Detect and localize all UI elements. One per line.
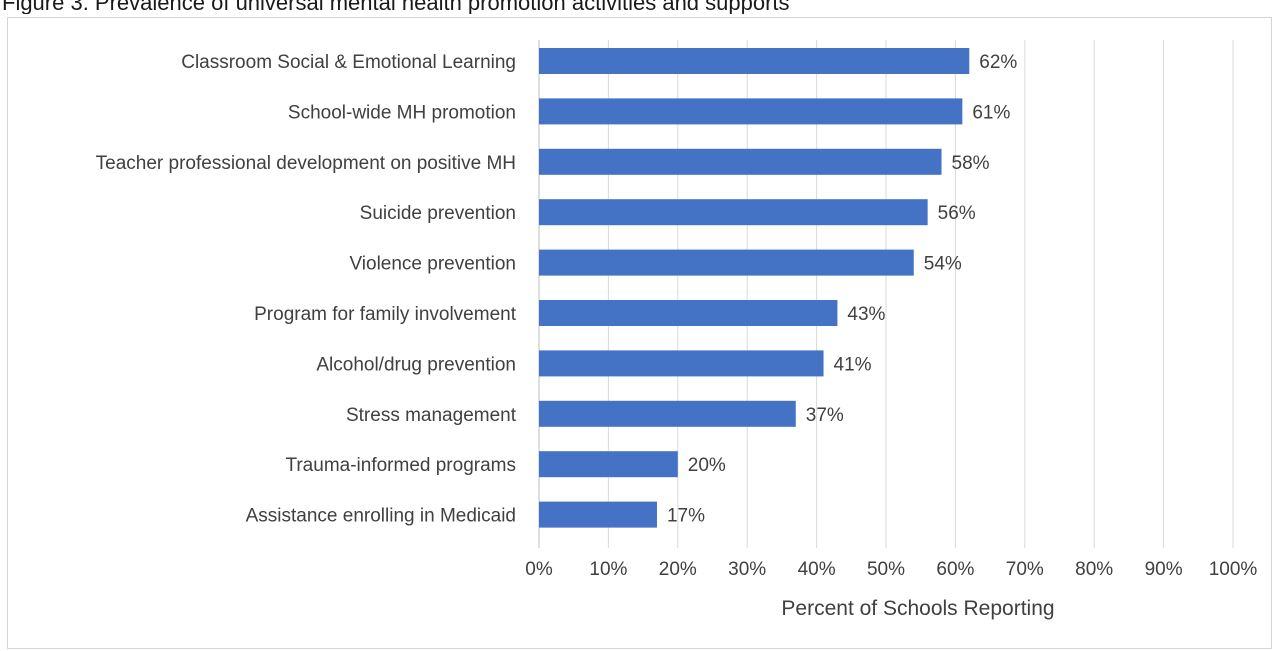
bar — [539, 501, 657, 528]
data-label: 17% — [667, 506, 705, 527]
category-label: Violence prevention — [349, 254, 516, 275]
bar — [539, 350, 824, 377]
x-tick-label: 0% — [525, 559, 553, 580]
bar — [539, 451, 678, 478]
data-label: 61% — [972, 102, 1010, 123]
x-tick-label: 80% — [1075, 559, 1113, 580]
bar — [539, 400, 796, 427]
category-label: Program for family involvement — [254, 304, 517, 325]
data-label: 58% — [952, 153, 990, 174]
bar-chart: Classroom Social & Emotional Learning Sch… — [96, 40, 1257, 620]
bar — [539, 249, 914, 276]
data-label: 54% — [924, 254, 962, 275]
bar — [539, 148, 942, 175]
bar — [539, 199, 928, 226]
x-tick-label: 70% — [1006, 559, 1044, 580]
category-label: Stress management — [346, 405, 517, 426]
category-label: Alcohol/drug prevention — [316, 354, 516, 375]
data-label: 62% — [979, 52, 1017, 73]
category-label: Teacher professional development on posi… — [96, 153, 516, 174]
figure-caption-text: Figure 3. Prevalence of universal mental… — [2, 0, 790, 14]
bars — [539, 48, 970, 528]
data-label: 43% — [847, 304, 885, 325]
category-label: Suicide prevention — [360, 203, 516, 224]
x-tick-label: 90% — [1145, 559, 1183, 580]
gridlines — [538, 40, 1234, 548]
data-labels: 62% 61% 58% 56% 54% 43% 41% 37% 20% 17% — [667, 52, 1017, 527]
x-tick-label: 100% — [1209, 559, 1258, 580]
bar — [539, 98, 963, 125]
x-tick-label: 60% — [936, 559, 974, 580]
data-label: 20% — [688, 455, 726, 476]
x-tick-label: 10% — [589, 559, 627, 580]
bar — [539, 300, 838, 326]
category-label: Trauma-informed programs — [285, 455, 516, 476]
x-axis-title: Percent of Schools Reporting — [781, 597, 1054, 620]
x-tick-label: 40% — [798, 559, 836, 580]
figure-caption: Figure 3. Prevalence of universal mental… — [0, 0, 1278, 14]
category-label: Assistance enrolling in Medicaid — [246, 506, 516, 527]
x-tick-label: 20% — [659, 559, 697, 580]
bar — [539, 48, 970, 74]
data-label: 41% — [834, 354, 872, 375]
category-label: School-wide MH promotion — [288, 102, 516, 123]
data-label: 37% — [806, 405, 844, 426]
category-label: Classroom Social & Emotional Learning — [181, 52, 516, 73]
x-tick-label: 50% — [867, 559, 905, 580]
x-tick-label: 30% — [728, 559, 766, 580]
category-labels: Classroom Social & Emotional Learning Sch… — [96, 52, 517, 527]
data-label: 56% — [938, 203, 976, 224]
x-tick-labels: 0% 10% 20% 30% 40% 50% 60% 70% 80% 90% 100% — [525, 559, 1257, 580]
chart-area: Classroom Social & Emotional Learning Sch… — [7, 17, 1272, 649]
